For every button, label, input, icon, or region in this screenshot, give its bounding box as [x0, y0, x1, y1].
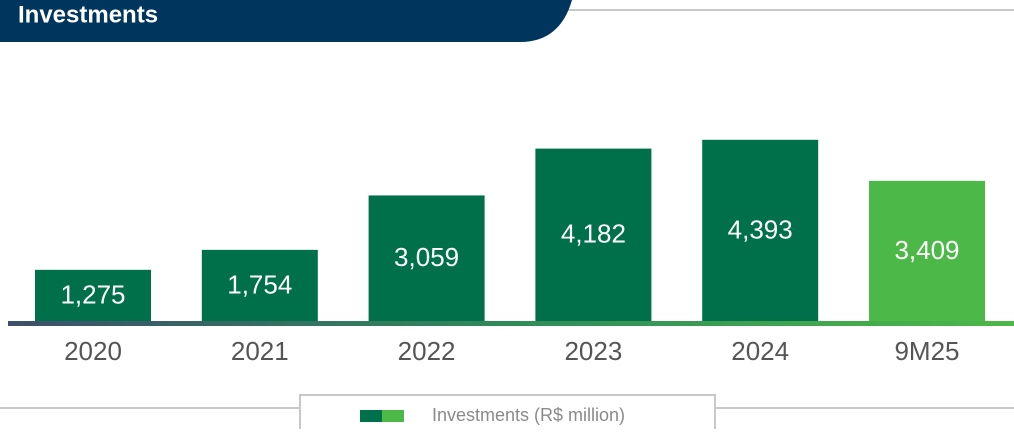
legend-swatch — [360, 410, 382, 422]
x-tick-label: 2022 — [398, 336, 456, 366]
bar — [535, 148, 652, 323]
legend-label: Investments (R$ million) — [432, 405, 625, 425]
x-tick-label: 9M25 — [894, 336, 959, 366]
x-tick-label: 2020 — [64, 336, 122, 366]
bar — [201, 249, 318, 323]
value-label: 1,754 — [227, 269, 292, 299]
chart-title: Investments — [18, 1, 158, 28]
x-tick-label: 2021 — [231, 336, 289, 366]
x-tick-label: 2024 — [731, 336, 789, 366]
x-tick-label: 2023 — [564, 336, 622, 366]
value-label: 4,393 — [728, 214, 793, 244]
value-label: 3,059 — [394, 242, 459, 272]
value-label: 3,409 — [894, 235, 959, 265]
value-label: 4,182 — [561, 219, 626, 249]
baseline — [8, 321, 1014, 326]
bar — [869, 180, 985, 323]
legend-swatch — [382, 410, 404, 422]
bar — [368, 195, 485, 323]
bar — [702, 139, 819, 323]
value-label: 1,275 — [60, 279, 125, 309]
header-banner — [0, 0, 572, 42]
bar — [35, 269, 151, 323]
